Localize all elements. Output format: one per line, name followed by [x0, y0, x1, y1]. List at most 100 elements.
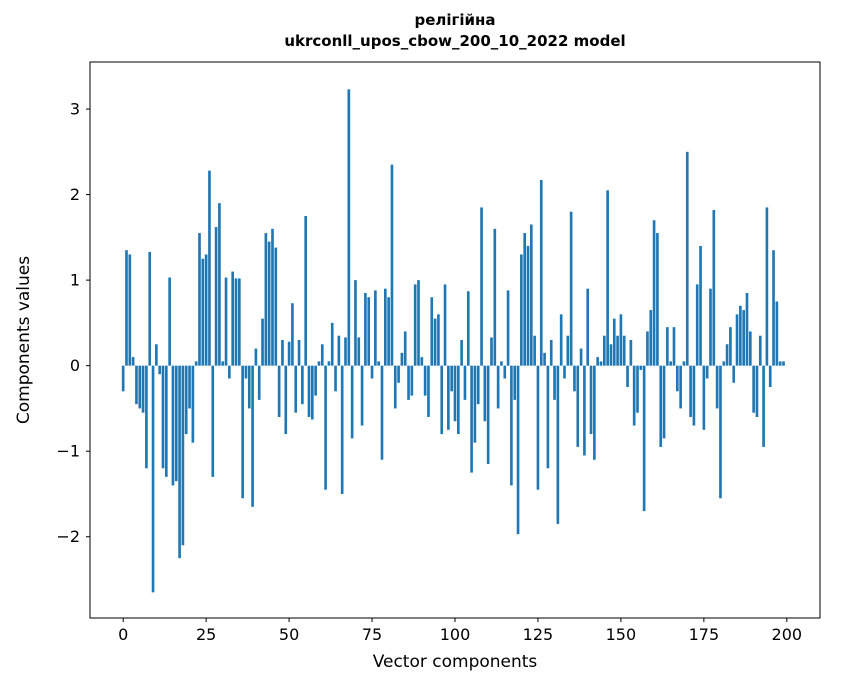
- bar: [184, 365, 188, 435]
- bar: [364, 292, 367, 366]
- bar: [354, 280, 357, 366]
- bar: [135, 365, 138, 405]
- bar: [231, 271, 234, 366]
- x-axis-label: Vector components: [372, 652, 538, 672]
- x-tick-label: 125: [523, 625, 554, 644]
- bar: [632, 365, 636, 426]
- bar: [128, 254, 132, 366]
- bar: [310, 365, 314, 420]
- bar: [705, 365, 709, 379]
- bar: [480, 207, 483, 366]
- bar: [715, 365, 719, 409]
- bar: [281, 340, 284, 366]
- bar: [423, 365, 427, 396]
- bar: [420, 357, 424, 366]
- bar: [456, 365, 460, 435]
- bar: [722, 361, 726, 366]
- bar: [367, 297, 371, 366]
- bar: [662, 365, 666, 439]
- bar: [340, 365, 344, 494]
- bar: [493, 228, 497, 366]
- bar: [675, 365, 679, 392]
- bar: [553, 365, 556, 400]
- bar: [254, 348, 258, 366]
- bar: [765, 207, 769, 366]
- bar: [201, 258, 205, 366]
- bar: [500, 361, 503, 366]
- bar: [403, 331, 407, 366]
- bar: [307, 365, 311, 417]
- bar: [453, 365, 457, 422]
- bar: [274, 247, 278, 366]
- bar: [735, 314, 739, 366]
- bar: [188, 365, 191, 409]
- bar: [161, 365, 165, 469]
- bar: [174, 365, 178, 482]
- bar: [410, 365, 414, 396]
- bar: [526, 245, 530, 366]
- bar: [204, 254, 208, 366]
- bar: [158, 365, 161, 375]
- bar: [616, 335, 619, 366]
- bar: [483, 365, 487, 422]
- bar: [284, 365, 288, 435]
- bar: [440, 365, 444, 435]
- bar: [520, 254, 523, 366]
- bar: [755, 365, 759, 417]
- bar: [503, 365, 507, 379]
- bar: [450, 365, 453, 392]
- bar: [782, 361, 785, 366]
- bar: [360, 365, 364, 426]
- bar: [357, 337, 361, 366]
- bar: [430, 297, 434, 366]
- bar: [347, 89, 351, 366]
- bar: [778, 361, 782, 366]
- bar: [125, 250, 128, 366]
- title-line-2: ukrconll_upos_cbow_200_10_2022 model: [284, 32, 626, 50]
- y-tick-label: 1: [70, 271, 80, 290]
- bar: [370, 365, 374, 379]
- bar: [536, 365, 540, 490]
- bar: [324, 365, 327, 490]
- bar: [221, 361, 225, 366]
- bar: [171, 365, 175, 486]
- bar: [433, 318, 437, 366]
- bar: [699, 245, 702, 366]
- bar: [752, 365, 755, 413]
- bar: [679, 365, 682, 409]
- x-tick-label: 100: [440, 625, 471, 644]
- bar: [689, 365, 692, 417]
- bar: [251, 365, 254, 507]
- bar: [417, 280, 420, 366]
- bar: [539, 180, 543, 366]
- bar: [596, 357, 599, 366]
- bar: [191, 365, 195, 443]
- x-tick-label: 150: [606, 625, 637, 644]
- x-tick-label: 200: [772, 625, 803, 644]
- bar: [393, 365, 397, 409]
- bar: [380, 365, 384, 460]
- bar: [606, 190, 609, 366]
- bar: [642, 365, 646, 512]
- bar: [294, 365, 298, 413]
- bar: [178, 365, 181, 559]
- bar: [277, 365, 281, 417]
- bar: [390, 164, 394, 366]
- bar: [639, 365, 643, 370]
- bar: [291, 303, 294, 366]
- bar: [194, 361, 198, 366]
- bar: [622, 335, 626, 366]
- y-tick-label: 0: [70, 356, 80, 375]
- bar: [599, 361, 603, 366]
- bar: [573, 365, 576, 392]
- bar: [516, 365, 520, 535]
- bar: [181, 365, 185, 546]
- bar: [566, 335, 570, 366]
- bar: [692, 365, 696, 426]
- bar: [682, 361, 686, 366]
- bar: [646, 331, 649, 366]
- bar: [224, 277, 228, 366]
- bar: [320, 344, 324, 366]
- bar: [218, 203, 221, 366]
- bar: [543, 352, 546, 366]
